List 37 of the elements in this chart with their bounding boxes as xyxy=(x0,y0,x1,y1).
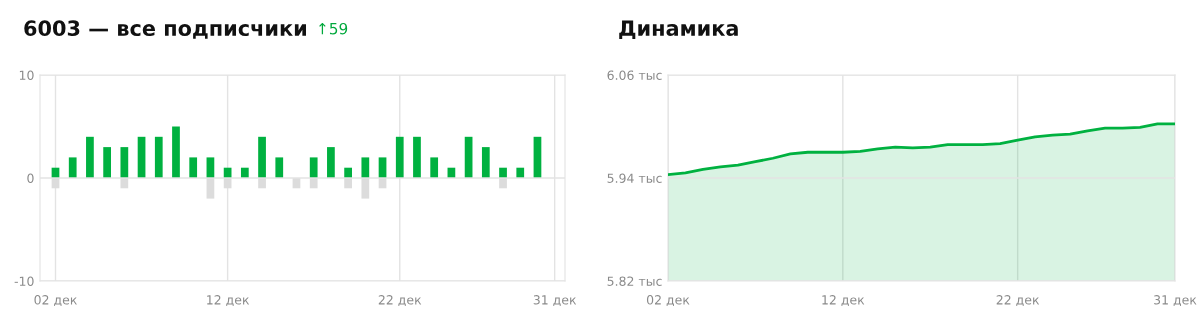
x-tick-label: 12 дек xyxy=(822,295,865,307)
bar xyxy=(395,136,404,178)
bar xyxy=(309,157,318,178)
y-tick-label: 5.94 тыс xyxy=(607,173,662,183)
bar xyxy=(516,167,525,178)
bar xyxy=(86,136,94,178)
bar xyxy=(430,157,439,178)
bar xyxy=(275,157,284,178)
bar xyxy=(68,157,77,178)
y-tick-label: 0 xyxy=(27,173,34,183)
bar xyxy=(240,167,249,178)
y-tick-label: -10 xyxy=(14,276,34,286)
y-tick-label: 6.06 тыс xyxy=(607,70,662,80)
bar xyxy=(189,157,198,178)
x-tick-label: 22 дек xyxy=(378,295,422,307)
bar xyxy=(327,147,335,178)
x-tick-label: 31 дек xyxy=(533,295,577,307)
x-tick-label: 22 дек xyxy=(996,295,1040,307)
bar xyxy=(154,136,163,178)
chart-title: 6003 — все подписчики xyxy=(24,20,306,39)
bar xyxy=(172,126,180,178)
bar xyxy=(361,157,370,178)
text: ↑59 xyxy=(319,22,348,35)
chart-title: Динамика xyxy=(619,20,738,40)
bar xyxy=(499,167,507,178)
bar xyxy=(344,167,352,178)
x-tick-label: 02 дек xyxy=(34,295,77,307)
bar xyxy=(103,147,111,178)
bar xyxy=(120,147,129,178)
y-tick-label: 10 xyxy=(19,70,34,80)
x-tick-label: 02 дек xyxy=(646,295,690,307)
bar xyxy=(258,136,266,178)
bar xyxy=(481,147,490,178)
bar xyxy=(413,136,421,178)
x-tick-label: 31 дек xyxy=(1154,295,1197,307)
y-tick-label: 5.82 тыс xyxy=(607,276,662,286)
x-tick-label: 12 дек xyxy=(207,295,250,307)
